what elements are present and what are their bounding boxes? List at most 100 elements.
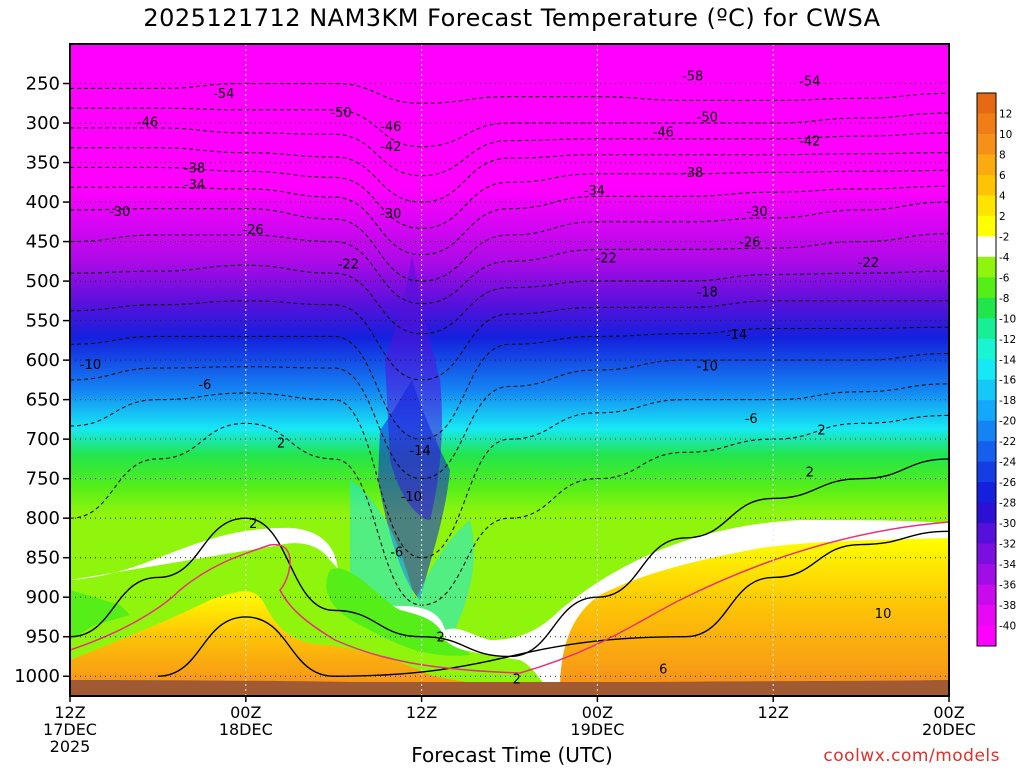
warm-layer-left [70, 591, 560, 690]
freezing-line [70, 521, 949, 674]
contour-label: -10 [80, 358, 101, 373]
colorbar-cell [977, 318, 996, 340]
colorbar-cell [977, 236, 996, 258]
colorbar-cell [977, 113, 996, 135]
isotherm--14 [70, 326, 949, 440]
contour-label: 2 [277, 436, 285, 451]
isotherm--50 [70, 107, 949, 148]
contour-label: -38 [184, 161, 205, 176]
colorbar-label: -40 [999, 621, 1016, 633]
colorbar-cell [977, 482, 996, 504]
colorbar-cell [977, 215, 996, 237]
contour-label: -22 [596, 251, 617, 266]
contour-label: 2 [437, 631, 445, 646]
colorbar-label: -34 [999, 559, 1016, 571]
colorbar-cell [977, 400, 996, 422]
y-tick-label: 450 [26, 232, 60, 253]
colorbar-label: 6 [999, 170, 1006, 182]
y-tick-label: 750 [26, 469, 60, 490]
colorbar-cell [977, 441, 996, 463]
colorbar-cell [977, 195, 996, 217]
isotherm--54 [70, 82, 949, 104]
colorbar-label: -26 [999, 477, 1016, 489]
y-tick-label: 250 [26, 74, 60, 95]
colorbar-cell [977, 174, 996, 196]
contour-label: -42 [380, 140, 401, 155]
colorbar-label: -12 [999, 334, 1016, 346]
colorbar-cell [977, 338, 996, 360]
contour-label: -30 [746, 205, 767, 220]
x-tick-label: 00Z [582, 703, 613, 722]
contour-label: -38 [682, 166, 703, 181]
contour-label: -22 [338, 258, 359, 273]
y-tick-label: 650 [26, 390, 60, 411]
y-tick-label: 550 [26, 311, 60, 332]
isotherm--2 [70, 414, 949, 606]
colorbar-label: -6 [999, 272, 1010, 284]
colorbar-label: 4 [999, 190, 1006, 202]
colorbar-cell [977, 584, 996, 606]
x-tick-label: 18DEC [219, 720, 273, 739]
x-tick-label: 19DEC [570, 720, 624, 739]
colorbar-label: -14 [999, 354, 1016, 366]
isotherm--34 [70, 185, 949, 256]
colorbar-label: -2 [999, 231, 1009, 243]
colorbar-label: -28 [999, 498, 1016, 510]
colorbar-label: -8 [999, 293, 1009, 305]
colorbar-label: 10 [999, 129, 1012, 141]
contour-label: -34 [584, 184, 605, 199]
colorbar-label: -30 [999, 518, 1016, 530]
contour-label: -6 [390, 545, 403, 560]
isotherm--46 [70, 127, 949, 177]
contour-label: 2 [513, 673, 521, 688]
contour-label: 10 [875, 607, 892, 622]
isotherm--42 [70, 147, 949, 203]
contour-labels: -58 -54 -54 -50 -50 -46 -46 -46 -42 -42 -38 -38 -34 -… [80, 70, 891, 688]
colorbar-cell [977, 297, 996, 319]
colorbar-label: 2 [999, 211, 1006, 223]
colorbar-cell [977, 93, 996, 114]
colorbar-label: -36 [999, 580, 1016, 592]
colorbar-label: -22 [999, 436, 1016, 448]
x-tick-label: 12Z [54, 703, 85, 722]
contour-label: 2 [806, 466, 814, 481]
y-axis-ticks: 250 300 350 400 450 500 550 600 650 700 750 800 850 9… [14, 74, 70, 687]
contour-label: -6 [198, 378, 211, 393]
colorbar-frame [976, 92, 997, 647]
contour-label: -14 [726, 328, 747, 343]
isotherm--22 [70, 264, 949, 335]
isotherm--18 [70, 300, 949, 381]
contour-label: 2 [817, 424, 825, 439]
contour-label: -18 [697, 285, 718, 300]
x-tick-label: 00Z [933, 703, 964, 722]
colorbar-label: -10 [999, 313, 1016, 325]
colorbar-cell [977, 420, 996, 442]
isotherm--30 [70, 201, 949, 282]
plot-frame [69, 43, 950, 697]
contour-label: 2 [249, 517, 257, 532]
isotherm--26 [70, 233, 949, 305]
contour-label: 6 [659, 662, 667, 677]
plot-area [70, 44, 949, 696]
ground-trough [70, 680, 949, 686]
colorbar-label: -24 [999, 457, 1016, 469]
colorbar-label: 8 [999, 149, 1006, 161]
contour-label: -10 [697, 360, 718, 375]
contour-label: -50 [330, 106, 351, 121]
isotherm-lines [70, 82, 949, 677]
colorbar-label: -20 [999, 416, 1016, 428]
y-tick-label: 500 [26, 271, 60, 292]
y-tick-label: 700 [26, 429, 60, 450]
colorbar-cell [977, 564, 996, 586]
contour-label: -46 [137, 115, 158, 130]
colorbar-cell [977, 461, 996, 483]
colorbar-cell [977, 359, 996, 381]
contour-label: -34 [184, 178, 205, 193]
y-tick-label: 800 [26, 508, 60, 529]
isotherm--38 [70, 166, 949, 229]
y-tick-label: 400 [26, 192, 60, 213]
colorbar-label: -32 [999, 539, 1016, 551]
contour-label: -22 [858, 256, 879, 271]
